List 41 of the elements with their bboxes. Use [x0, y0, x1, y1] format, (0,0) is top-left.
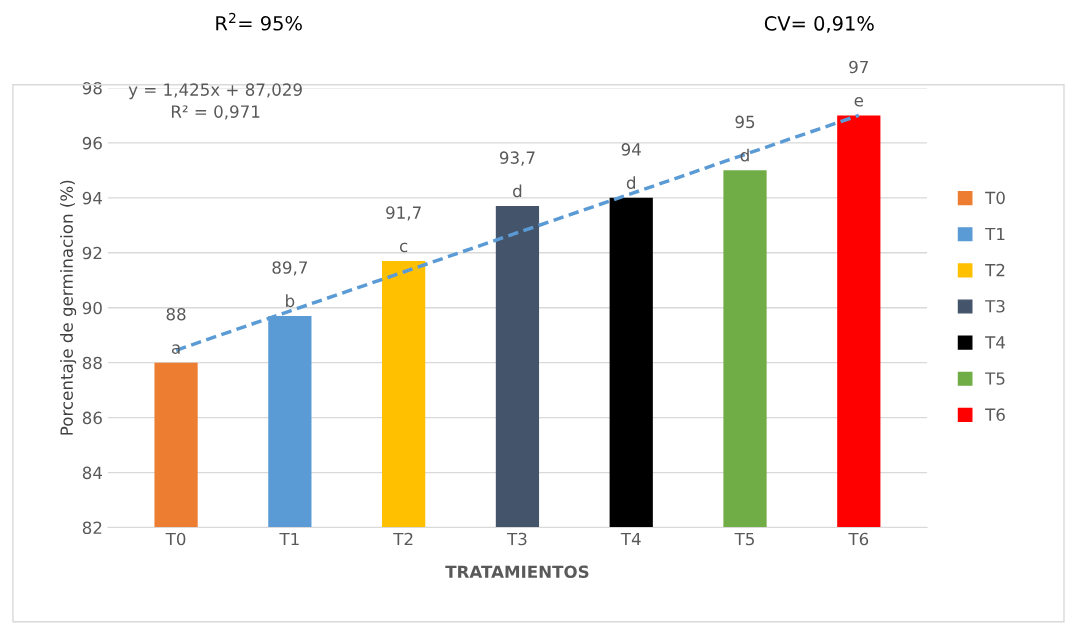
legend-label: T5 [985, 372, 1005, 385]
x-tick-label: T5 [734, 532, 754, 546]
legend-label: T3 [985, 299, 1005, 313]
y-tick-label: 94 [82, 191, 102, 205]
annotation: e [854, 97, 864, 107]
annotation: R² = 0,971 [171, 105, 260, 120]
annotation: c [399, 242, 408, 253]
data-label: 88 [166, 307, 186, 321]
data-label: 93,7 [499, 151, 535, 166]
annotation: b [286, 294, 295, 308]
data-label: 94 [621, 143, 641, 156]
x-tick-label: T2 [393, 532, 413, 546]
y-tick-label: 96 [82, 136, 102, 150]
x-axis-title: TRATAMIENTOS [445, 565, 589, 579]
text: R$^{2}$= 95% [216, 12, 302, 31]
annotation: y = 1,425x + 87,029 [128, 83, 302, 100]
y-tick-label: 82 [82, 521, 102, 535]
x-tick-label: T1 [279, 532, 299, 546]
y-tick-label: 88 [82, 356, 102, 370]
data-label: 95 [735, 115, 755, 129]
legend-label: T6 [985, 408, 1005, 421]
x-tick-label: T4 [620, 532, 641, 546]
legend-label: T1 [985, 227, 1005, 241]
y-tick-label: 92 [82, 246, 102, 260]
y-tick-label: 86 [82, 411, 102, 425]
text: CV= 0,91% [764, 16, 874, 33]
data-label: 97 [849, 60, 868, 74]
x-tick-label: T6 [848, 532, 869, 546]
x-tick-label: T3 [507, 532, 527, 546]
data-label: 89,7 [272, 261, 307, 276]
y-axis-title: Porcentaje de germinacion (%) [60, 180, 77, 435]
y-tick-label: 84 [82, 466, 102, 480]
y-tick-label: 90 [82, 301, 102, 315]
x-tick-label: T0 [165, 532, 186, 546]
data-label: 91,7 [386, 206, 421, 221]
annotation: d [740, 148, 749, 162]
legend-label: T4 [985, 336, 1005, 349]
legend-label: T2 [985, 263, 1005, 277]
annotation: d [513, 184, 522, 198]
legend-label: T0 [985, 191, 1005, 205]
annotation: d [626, 176, 635, 190]
